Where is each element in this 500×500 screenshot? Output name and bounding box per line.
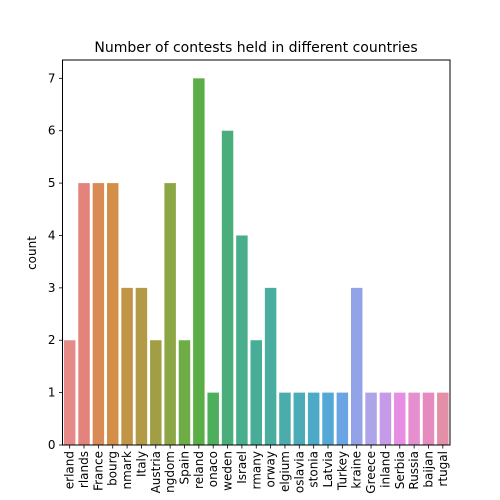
bar-finland (379, 392, 392, 445)
x-tick-label: reland (192, 451, 206, 489)
y-tick-label: 0 (48, 438, 56, 452)
bar-united-kingdom (164, 183, 176, 445)
x-tick-label: rtugal (436, 451, 450, 487)
bar-portugal (437, 392, 449, 445)
bar-france (92, 183, 105, 445)
y-tick-label: 7 (48, 71, 56, 85)
x-tick-label: rmany (249, 451, 263, 489)
x-tick-label: Spain (177, 451, 191, 485)
y-tick-label: 5 (48, 176, 56, 190)
bar-azerbaijan (422, 392, 435, 445)
x-tick-label: inland (378, 451, 392, 488)
y-tick-label: 6 (48, 124, 56, 138)
bar-germany (250, 340, 262, 445)
bar-luxembourg (106, 183, 119, 445)
y-tick-label: 4 (48, 228, 56, 242)
bar-belgium (279, 392, 291, 445)
x-tick-label: Israel (235, 451, 249, 484)
bar-ireland (193, 78, 205, 445)
bars-group (63, 78, 449, 445)
bar-spain (178, 340, 191, 445)
axes-frame (62, 59, 451, 446)
chart-title: Number of contests held in different cou… (94, 40, 417, 56)
x-tick-label: elgium (278, 451, 292, 492)
x-tick-label: weden (221, 451, 235, 491)
bar-turkey (336, 392, 349, 445)
x-tick-label: rlands (77, 451, 91, 488)
x-tick-label: Italy (134, 451, 148, 477)
x-tick-label: Turkey (335, 451, 349, 491)
bar-yugoslavia (293, 392, 306, 445)
x-axis-ticks: erland rlands France bourg nmark Italy Austria… (63, 445, 450, 494)
x-tick-label: ngdom (163, 451, 177, 493)
bar-ukraine (350, 287, 363, 445)
bar-monaco (207, 392, 219, 445)
bar-estonia (307, 392, 320, 445)
bar-netherlands (78, 183, 90, 445)
x-tick-label: nmark (120, 451, 134, 490)
x-tick-label: baijan (421, 451, 435, 488)
bar-switzerland (63, 340, 76, 445)
y-tick-label: 3 (48, 281, 56, 295)
y-tick-label: 2 (48, 333, 56, 347)
x-tick-label: stonia (307, 451, 321, 488)
y-axis-ticks: 0 1 2 3 4 5 6 7 (48, 71, 63, 452)
x-tick-label: orway (264, 451, 278, 488)
bar-serbia (394, 392, 406, 445)
y-tick-label: 1 (48, 386, 56, 400)
bar-italy (135, 287, 148, 445)
bar-sweden (221, 130, 234, 445)
x-tick-label: Serbia (393, 451, 407, 489)
x-tick-label: Greece (364, 451, 378, 494)
x-tick-label: onaco (206, 451, 220, 487)
x-tick-label: Austria (149, 451, 163, 493)
x-tick-label: oslavia (292, 451, 306, 493)
bar-latvia (322, 392, 334, 445)
x-tick-label: France (91, 451, 105, 491)
bar-greece (365, 392, 377, 445)
bar-norway (264, 287, 277, 445)
bar-russia (408, 392, 420, 445)
x-tick-label: Russia (407, 451, 421, 490)
x-tick-label: Latvia (321, 451, 335, 488)
bar-austria (150, 340, 162, 445)
x-tick-label: bourg (106, 451, 120, 486)
x-tick-label: erland (63, 451, 77, 489)
x-tick-label: kraine (350, 451, 364, 489)
bar-israel (236, 235, 248, 445)
y-axis-label: count (25, 236, 39, 270)
bar-denmark (121, 287, 133, 445)
